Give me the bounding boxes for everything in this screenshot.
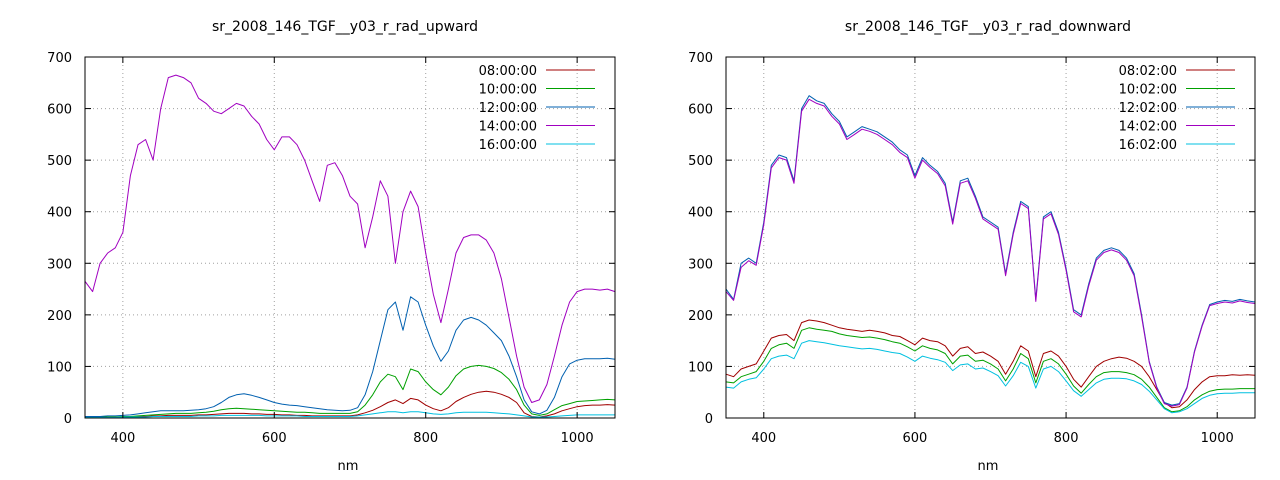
x-tick-label: 600 <box>903 431 928 446</box>
legend-label: 12:00:00 <box>479 101 537 116</box>
y-tick-label: 0 <box>705 412 713 427</box>
y-tick-label: 600 <box>688 103 713 118</box>
y-tick-label: 400 <box>688 206 713 221</box>
y-tick-label: 200 <box>688 309 713 324</box>
chart-title: sr_2008_146_TGF__y03_r_rad_downward <box>845 19 1131 35</box>
x-tick-label: 1000 <box>561 431 594 446</box>
legend-label: 10:02:00 <box>1119 83 1177 98</box>
y-tick-label: 200 <box>47 309 72 324</box>
x-tick-label: 800 <box>413 431 438 446</box>
downward-radiance-chart: sr_2008_146_TGF__y03_r_rad_downward nm 4… <box>688 19 1256 474</box>
legend-label: 10:00:00 <box>479 83 537 98</box>
y-tick-label: 600 <box>47 103 72 118</box>
x-tick-label: 600 <box>262 431 287 446</box>
legend-label: 08:00:00 <box>479 64 537 79</box>
x-tick-label: 800 <box>1054 431 1079 446</box>
y-tick-label: 0 <box>64 412 72 427</box>
y-tick-label: 100 <box>688 360 713 375</box>
y-tick-label: 700 <box>688 51 713 66</box>
y-tick-label: 300 <box>47 257 72 272</box>
legend-label: 12:02:00 <box>1119 101 1177 116</box>
y-tick-label: 400 <box>47 206 72 221</box>
legend-label: 14:02:00 <box>1119 120 1177 135</box>
plot-frame <box>725 56 1256 419</box>
legend-label: 08:02:00 <box>1119 64 1177 79</box>
legend-label: 14:00:00 <box>479 120 537 135</box>
upward-radiance-chart: sr_2008_146_TGF__y03_r_rad_upward nm 400… <box>47 19 616 474</box>
x-axis-label: nm <box>978 459 999 474</box>
y-tick-label: 300 <box>688 257 713 272</box>
series-line <box>85 296 616 417</box>
series-line <box>85 411 615 418</box>
y-tick-label: 500 <box>688 154 713 169</box>
y-tick-label: 500 <box>47 154 72 169</box>
legend-label: 16:00:00 <box>479 138 537 153</box>
chart-title: sr_2008_146_TGF__y03_r_rad_upward <box>212 19 478 35</box>
series-line <box>725 95 1256 406</box>
series-line <box>84 74 616 403</box>
x-axis-label: nm <box>338 459 359 474</box>
x-tick-label: 400 <box>751 431 776 446</box>
series-line <box>725 327 1255 413</box>
legend-label: 16:02:00 <box>1119 138 1177 153</box>
series-line <box>85 390 616 418</box>
plot-frame <box>84 56 616 419</box>
x-tick-label: 400 <box>110 431 135 446</box>
series-line <box>725 98 1256 407</box>
series-line <box>725 340 1255 414</box>
x-tick-label: 1000 <box>1201 431 1234 446</box>
series-line <box>85 364 616 418</box>
y-tick-label: 100 <box>47 360 72 375</box>
y-tick-label: 700 <box>47 51 72 66</box>
